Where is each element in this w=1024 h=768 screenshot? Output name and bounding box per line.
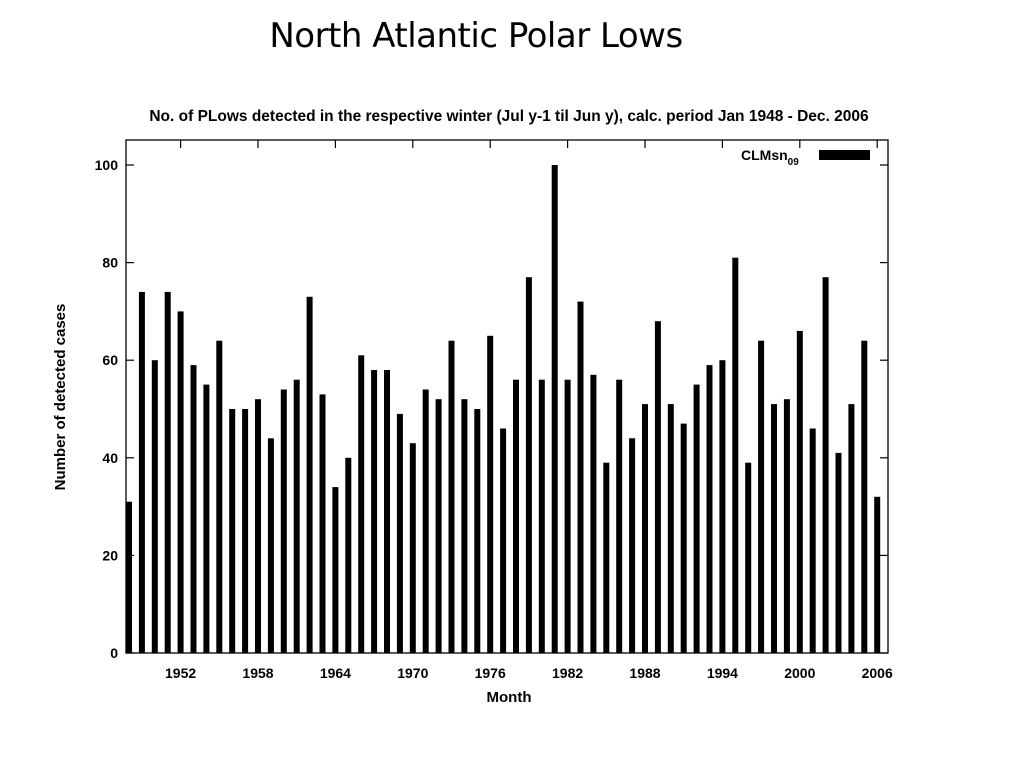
legend-label-text: CLMsn xyxy=(741,147,788,163)
legend-swatch xyxy=(819,150,870,160)
bar-1980 xyxy=(538,379,545,653)
bar-1962 xyxy=(306,296,313,653)
bar-1995 xyxy=(732,257,739,653)
bar-1951 xyxy=(164,291,171,653)
bar-1956 xyxy=(229,409,236,653)
bars-group xyxy=(126,165,881,653)
bar-1993 xyxy=(706,365,713,653)
x-tick-label: 1994 xyxy=(707,665,738,681)
bar-1974 xyxy=(461,399,468,653)
bar-1960 xyxy=(280,389,287,653)
bar-1991 xyxy=(680,423,687,653)
x-tick-label: 1958 xyxy=(242,665,273,681)
bar-1976 xyxy=(487,335,494,653)
y-axis: 0 20 40 60 80 100 xyxy=(95,157,888,661)
bar-2002 xyxy=(822,277,829,653)
bar-1975 xyxy=(474,409,481,653)
bar-1968 xyxy=(384,370,390,653)
bar-1977 xyxy=(500,428,507,653)
bar-1998 xyxy=(771,404,777,653)
bar-1983 xyxy=(577,301,584,653)
bar-1950 xyxy=(151,360,158,653)
bar-2001 xyxy=(809,428,816,653)
bar-1954 xyxy=(203,384,210,653)
x-tick-label: 2000 xyxy=(784,665,815,681)
bar-2000 xyxy=(796,330,803,653)
bar-1964 xyxy=(332,487,339,653)
bar-1994 xyxy=(719,360,726,653)
x-tick-label: 1964 xyxy=(320,665,351,681)
chart-subtitle: No. of PLows detected in the respective … xyxy=(149,108,869,125)
bar-1987 xyxy=(629,438,636,653)
plot-frame xyxy=(125,139,889,654)
bar-1949 xyxy=(138,291,145,653)
bar-1958 xyxy=(255,399,261,653)
bar-1992 xyxy=(693,384,700,653)
x-tick-label: 2006 xyxy=(862,665,893,681)
bar-2004 xyxy=(848,404,855,653)
x-tick-label: 1952 xyxy=(165,665,196,681)
bar-2006 xyxy=(874,496,881,653)
x-tick-label: 1976 xyxy=(475,665,506,681)
bar-1999 xyxy=(783,399,790,653)
x-tick-label: 1982 xyxy=(552,665,583,681)
bar-1952 xyxy=(177,311,184,653)
y-tick-label: 20 xyxy=(102,547,118,563)
bar-1973 xyxy=(448,340,455,653)
y-tick-label: 40 xyxy=(102,450,118,466)
bar-1990 xyxy=(667,404,674,653)
legend-label-subscript: 09 xyxy=(788,157,800,168)
bar-1959 xyxy=(267,438,274,653)
x-tick-label: 1970 xyxy=(397,665,428,681)
bar-1969 xyxy=(396,413,403,653)
slide-title: North Atlantic Polar Lows xyxy=(269,16,683,56)
legend: CLMsn09 xyxy=(741,147,870,168)
bar-1985 xyxy=(603,462,610,653)
bar-1970 xyxy=(409,443,416,653)
bar-1948 xyxy=(126,501,132,653)
x-axis: 1952 1958 1964 1970 1976 1982 1988 1994 2000 2006 xyxy=(165,140,893,681)
legend-label: CLMsn09 xyxy=(741,147,799,168)
x-axis-title: Month xyxy=(487,689,532,706)
bar-1953 xyxy=(190,365,197,653)
bar-1982 xyxy=(564,379,571,653)
y-tick-label: 0 xyxy=(110,645,118,661)
bar-1967 xyxy=(371,370,378,653)
bar-2003 xyxy=(835,452,842,653)
bar-1961 xyxy=(293,379,300,653)
bar-1984 xyxy=(590,374,597,653)
bar-1955 xyxy=(216,340,223,653)
x-tick-label: 1988 xyxy=(629,665,660,681)
y-tick-label: 100 xyxy=(95,157,119,173)
bar-1988 xyxy=(642,404,648,653)
bar-1981 xyxy=(551,165,558,653)
y-tick-label: 60 xyxy=(102,352,118,368)
bar-1963 xyxy=(319,394,326,653)
bar-1965 xyxy=(345,457,352,653)
bar-1978 xyxy=(513,379,519,653)
bar-1989 xyxy=(654,321,661,653)
bar-1986 xyxy=(616,379,623,653)
bar-1996 xyxy=(745,462,752,653)
bar-1979 xyxy=(525,277,532,653)
bar-1966 xyxy=(358,355,365,653)
bar-1957 xyxy=(242,409,249,653)
y-axis-title: Number of detected cases xyxy=(52,304,69,491)
bar-2005 xyxy=(861,340,868,653)
y-tick-label: 80 xyxy=(102,255,118,271)
bar-1971 xyxy=(422,389,429,653)
bar-1997 xyxy=(758,340,765,653)
bar-1972 xyxy=(435,399,442,653)
